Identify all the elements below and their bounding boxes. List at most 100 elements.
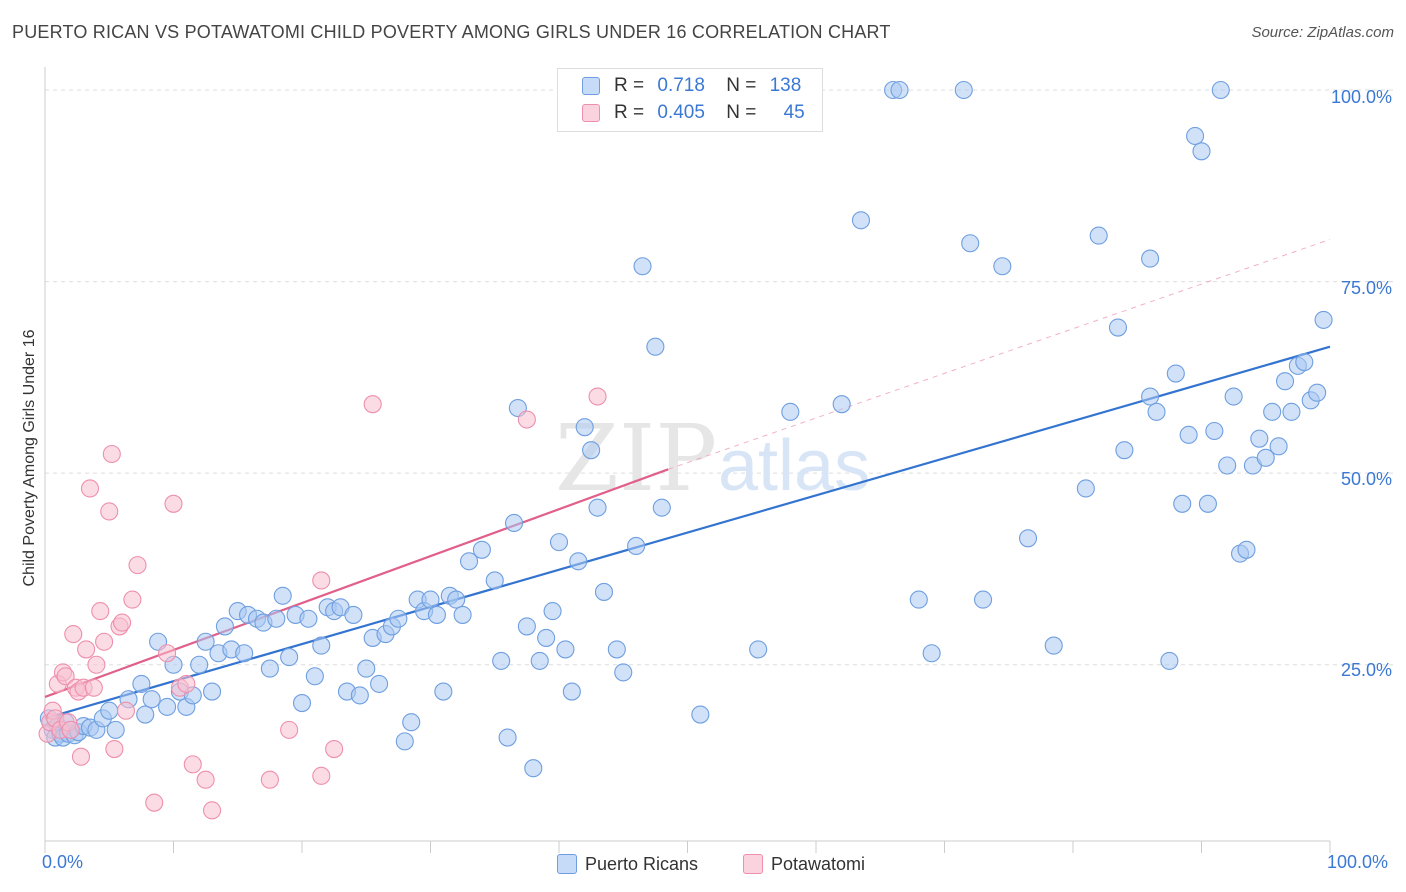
point-puerto-ricans (691, 705, 710, 724)
point-puerto-ricans (1141, 249, 1160, 268)
trend-lines (44, 238, 1331, 720)
point-puerto-ricans (472, 540, 491, 559)
point-puerto-ricans (447, 590, 466, 609)
point-puerto-ricans (1179, 425, 1198, 444)
bottom-legend-swatch-pink (743, 854, 763, 874)
x-tick-label-0: 0.0% (42, 852, 84, 872)
point-potawatomi (56, 667, 75, 686)
point-potawatomi (128, 556, 147, 575)
point-puerto-ricans (588, 498, 607, 517)
point-potawatomi (164, 494, 183, 513)
point-puerto-ricans (961, 234, 980, 253)
point-puerto-ricans (453, 605, 472, 624)
point-puerto-ricans (280, 648, 299, 667)
point-puerto-ricans (1205, 421, 1224, 441)
point-potawatomi (312, 571, 331, 590)
point-potawatomi (116, 701, 136, 720)
point-puerto-ricans (260, 659, 279, 678)
point-puerto-ricans (402, 713, 421, 732)
point-puerto-ricans (627, 536, 646, 556)
point-puerto-ricans (607, 640, 626, 659)
point-puerto-ricans (1141, 387, 1160, 406)
legend-n-label: N = (726, 102, 757, 123)
point-puerto-ricans (633, 257, 652, 276)
point-potawatomi (64, 625, 83, 644)
point-potawatomi (84, 678, 103, 697)
point-puerto-ricans (1218, 456, 1237, 475)
bottom-legend-potawatomi[interactable]: Potawatomi (743, 852, 865, 876)
point-puerto-ricans (427, 605, 446, 624)
point-puerto-ricans (973, 590, 993, 609)
bottom-legend-label: Puerto Ricans (585, 854, 699, 874)
point-potawatomi (105, 739, 124, 759)
legend-r-label: R = (614, 102, 645, 123)
point-puerto-ricans (215, 617, 234, 636)
point-potawatomi (113, 613, 132, 632)
point-puerto-ricans (781, 402, 800, 421)
point-puerto-ricans (235, 644, 254, 663)
legend-n-label: N = (726, 75, 757, 96)
point-puerto-ricans (1160, 651, 1179, 670)
point-puerto-ricans (646, 337, 665, 356)
legend-swatch-pink (582, 104, 600, 122)
point-puerto-ricans (395, 732, 414, 751)
point-potawatomi (145, 793, 164, 812)
point-puerto-ricans (1186, 126, 1205, 146)
legend-r-label: R = (614, 75, 645, 96)
point-puerto-ricans (652, 498, 671, 517)
point-potawatomi (71, 747, 91, 766)
point-puerto-ricans (832, 395, 851, 414)
point-puerto-ricans (517, 617, 536, 636)
point-puerto-ricans (370, 674, 389, 693)
point-puerto-ricans (569, 552, 588, 571)
point-puerto-ricans (267, 609, 286, 628)
point-potawatomi (203, 801, 222, 820)
legend-r-value: 0.405 (657, 102, 705, 123)
y-tick-label-75: 75.0% (1340, 278, 1392, 298)
bottom-legend-swatch-blue (557, 854, 577, 874)
point-puerto-ricans (614, 663, 633, 682)
point-puerto-ricans (1308, 383, 1327, 402)
point-puerto-ricans (530, 651, 549, 670)
legend-n-value: 138 (769, 75, 802, 96)
point-puerto-ricans (100, 701, 119, 720)
point-puerto-ricans (492, 651, 511, 670)
y-tick-label-50: 50.0% (1340, 469, 1392, 489)
point-potawatomi (325, 739, 344, 759)
point-puerto-ricans (273, 586, 292, 605)
point-puerto-ricans (537, 628, 556, 647)
point-puerto-ricans (504, 513, 524, 533)
point-potawatomi (61, 720, 80, 739)
point-puerto-ricans (1198, 494, 1217, 513)
point-puerto-ricans (1108, 318, 1128, 337)
source-label: Source: ZipAtlas.com (1251, 24, 1394, 41)
point-puerto-ricans (421, 590, 440, 609)
point-puerto-ricans (543, 602, 562, 621)
point-puerto-ricans (305, 667, 324, 686)
point-puerto-ricans (922, 644, 941, 663)
point-puerto-ricans (909, 590, 928, 609)
point-potawatomi (102, 444, 121, 464)
point-potawatomi (588, 387, 607, 406)
point-puerto-ricans (459, 552, 479, 571)
point-puerto-ricans (344, 605, 363, 624)
point-puerto-ricans (1250, 429, 1269, 448)
point-potawatomi (312, 766, 331, 785)
bottom-legend-label: Potawatomi (771, 854, 866, 874)
point-potawatomi (183, 755, 202, 774)
point-puerto-ricans (190, 655, 209, 674)
point-puerto-ricans (549, 533, 569, 552)
point-puerto-ricans (594, 582, 614, 601)
point-puerto-ricans (993, 257, 1012, 276)
point-puerto-ricans (299, 609, 318, 628)
point-potawatomi (280, 720, 299, 739)
point-puerto-ricans (1275, 372, 1295, 391)
point-puerto-ricans (1166, 364, 1185, 383)
bottom-legend-puerto-ricans[interactable]: Puerto Ricans (557, 852, 698, 876)
point-puerto-ricans (136, 705, 155, 724)
point-potawatomi (158, 644, 177, 663)
point-puerto-ricans (575, 418, 594, 437)
point-puerto-ricans (1076, 479, 1095, 498)
point-potawatomi (517, 410, 536, 429)
